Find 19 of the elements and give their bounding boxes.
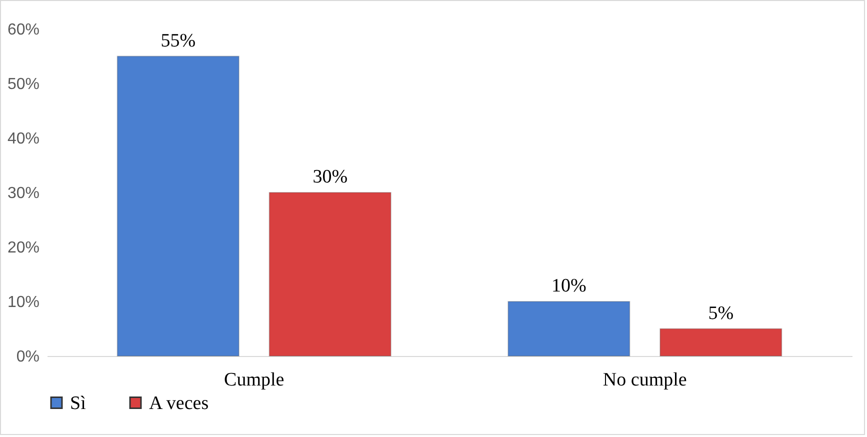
y-tick-label: 10% [7, 294, 40, 311]
y-tick-label: 40% [7, 130, 40, 148]
data-label: 10% [551, 276, 586, 296]
y-tick-label: 20% [7, 240, 40, 256]
x-tick-label: No cumple [602, 370, 687, 390]
bar [268, 192, 392, 356]
bar [660, 328, 782, 356]
data-label: 55% [160, 30, 196, 52]
data-label: 5% [708, 302, 734, 324]
bar [508, 301, 630, 356]
y-tick-label: 60% [7, 22, 40, 38]
y-tick-label: 0% [16, 348, 40, 366]
legend-label: A veces [149, 392, 209, 414]
bar [116, 56, 240, 356]
y-tick-label: 30% [7, 185, 40, 202]
legend-label: Sì [70, 392, 86, 414]
x-tick-label: Cumple [224, 370, 284, 390]
y-tick-label: 50% [7, 76, 40, 93]
data-label: 30% [312, 166, 348, 188]
